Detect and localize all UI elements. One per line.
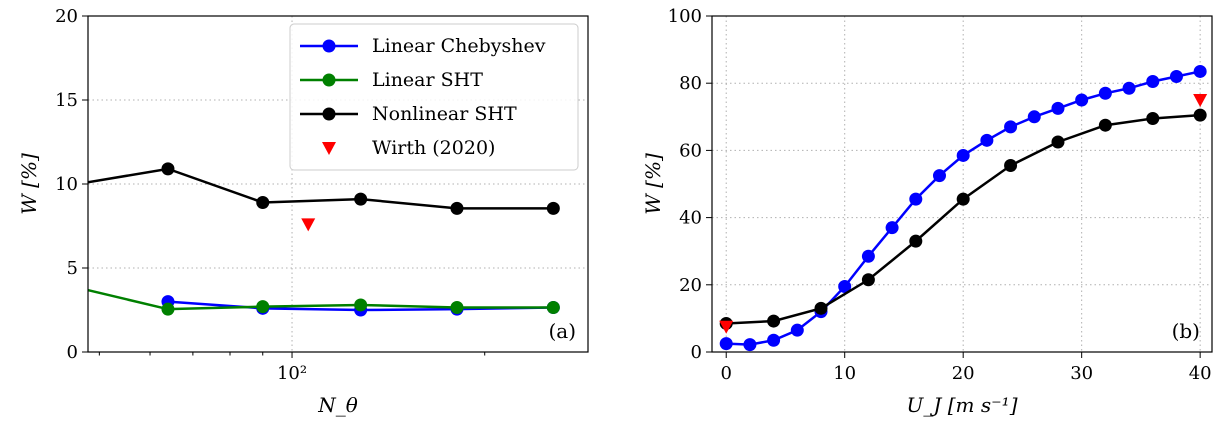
series-line [88,288,554,311]
y-tick-label: 20 [679,275,702,296]
data-point [719,337,733,351]
data-point [1098,118,1112,132]
legend-marker [322,142,336,155]
y-axis-label: W [%] [641,153,665,215]
data-point [450,201,464,215]
legend-label: Linear Chebyshev [372,35,546,57]
data-point [1051,101,1065,115]
data-point [885,221,899,235]
data-point [1004,120,1018,134]
legend-box [289,23,579,171]
data-point [354,192,368,206]
data-point [1004,159,1018,173]
legend-marker [322,107,336,121]
y-tick-label: 100 [668,6,702,27]
legend: Linear Chebyshev Linear SHT Nonlinear SHT W… [289,23,579,171]
data-point [743,338,757,352]
data-point [1193,108,1207,122]
x-tick-label: 10 [833,363,856,384]
y-tick-label: 15 [55,90,78,111]
data-point [838,279,852,293]
x-axis-label: U_J [m s⁻¹] [907,393,1018,417]
y-tick-label: 5 [67,258,78,279]
legend-entry-nonlinear-sht: Nonlinear SHT [300,103,517,125]
axes-frame [711,15,1213,353]
series-wirth-2020 [301,218,316,232]
data-point [909,234,923,248]
data-point [932,169,946,183]
data-point [256,300,270,314]
data-point [161,302,175,316]
data-point [256,195,270,209]
data-point [767,333,781,347]
y-tick-label: 0 [691,342,702,363]
data-point [161,162,175,176]
x-tick-label: 40 [1189,363,1212,384]
data-point [790,323,804,337]
data-point [1075,93,1089,107]
legend-entry-linear-sht: Linear SHT [300,69,483,91]
data-point [980,133,994,147]
x-tick-label: 20 [952,363,975,384]
series-nonlinear-sht [719,108,1207,330]
legend-label: Linear SHT [372,69,483,91]
data-point [1193,64,1207,78]
data-point [1169,69,1183,83]
data-point [909,192,923,206]
data-point [1051,135,1065,149]
panel-label: (b) [1172,319,1200,343]
panel-label: (a) [548,319,576,343]
data-point [1193,94,1208,107]
data-point [1098,86,1112,100]
data-point [301,218,316,232]
data-point [1146,75,1160,89]
data-point [767,314,781,328]
data-point [1122,81,1136,95]
series-wirth-2020 [719,94,1208,334]
series-nonlinear-sht [88,162,560,215]
data-point [450,300,464,314]
axes-frame [87,15,589,353]
series-linear-chebyshev [719,64,1207,352]
y-tick-label: 10 [55,174,78,195]
y-tick-label: 60 [679,140,702,161]
series-line [88,167,554,210]
data-point [956,192,970,206]
x-tick-label: 10² [277,363,307,384]
legend-entry-linear-chebyshev: Linear Chebyshev [300,35,546,57]
legend-entry-wirth-2020: Wirth (2020) [322,137,495,159]
data-point [546,300,560,314]
y-axis-label: W [%] [17,153,41,215]
data-point [956,148,970,162]
y-tick-label: 20 [55,6,78,27]
y-tick-label: 80 [679,73,702,94]
data-point [814,301,828,315]
y-tick-label: 40 [679,208,702,229]
plot-area [719,64,1208,352]
plot-area [31,162,560,317]
data-point [861,249,875,263]
chart-panel-b: 0 20 40 60 80 100 0 10 20 30 40 (b) U_J [m s⁻¹] W [%] [641,6,1213,417]
legend-marker [322,73,336,87]
data-point [1027,110,1041,124]
data-point [354,298,368,312]
legend-label: Nonlinear SHT [372,103,517,125]
data-point [861,273,875,287]
data-point [31,272,44,285]
x-axis-label: N_θ [317,393,358,417]
x-tick-label: 30 [1070,363,1093,384]
x-tick-label: 0 [720,363,731,384]
legend-marker [322,39,336,53]
series-linear-sht [31,272,560,316]
data-point [719,320,734,334]
legend-label: Wirth (2020) [372,137,495,159]
data-point [1146,111,1160,125]
series-line [726,70,1201,346]
y-tick-label: 0 [67,342,78,363]
data-point [546,201,560,215]
